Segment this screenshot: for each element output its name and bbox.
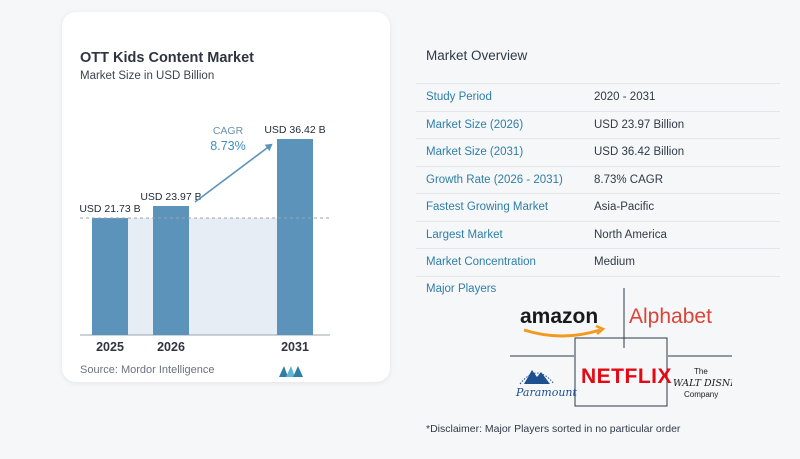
chart-subtitle: Market Size in USD Billion	[80, 70, 215, 82]
chart-card: OTT Kids Content Market Market Size in U…	[62, 12, 390, 382]
disney-logo-company: Company	[684, 390, 718, 399]
table-row: Growth Rate (2026 - 2031) 8.73% CAGR	[416, 167, 780, 194]
major-players-title: Major Players	[426, 283, 497, 295]
row-value: Medium	[594, 256, 635, 268]
bar-value-label: USD 36.42 B	[264, 124, 325, 136]
paramount-mountain-icon	[524, 370, 550, 384]
netflix-logo: NETFLIX	[581, 365, 672, 388]
bar	[92, 218, 128, 335]
market-overview-table: Study Period 2020 - 2031 Market Size (20…	[416, 83, 780, 277]
alphabet-logo: Alphabet	[629, 305, 712, 328]
table-row: Market Size (2031) USD 36.42 Billion	[416, 139, 780, 167]
table-row: Fastest Growing Market Asia-Pacific	[416, 194, 780, 222]
netflix-logo-frame	[574, 337, 668, 407]
major-players-logos: amazon Alphabet Paramount NETFLIX The WA…	[510, 288, 732, 407]
amazon-arrow-icon	[595, 324, 606, 335]
bar	[153, 206, 189, 335]
row-key: Market Concentration	[426, 256, 536, 268]
disney-logo-the: The	[694, 367, 708, 376]
cagr-arrow	[194, 143, 273, 203]
table-row: Market Size (2026) USD 23.97 Billion	[416, 112, 780, 139]
amazon-smile-icon	[523, 328, 601, 338]
x-tick-label: 2026	[157, 340, 185, 354]
x-tick-label: 2031	[281, 340, 309, 354]
cagr-value: 8.73%	[210, 139, 245, 153]
table-row: Study Period 2020 - 2031	[416, 83, 780, 112]
row-value: USD 23.97 Billion	[594, 118, 685, 131]
row-key: Largest Market	[426, 228, 503, 241]
row-key: Market Size (2031)	[426, 146, 524, 158]
market-overview-title: Market Overview	[426, 48, 528, 63]
source-note: Source: Mordor Intelligence	[80, 364, 215, 376]
row-key: Growth Rate (2026 - 2031)	[426, 173, 563, 186]
bar-value-label: USD 23.97 B	[140, 191, 201, 203]
row-value: 2020 - 2031	[594, 91, 656, 103]
table-row: Largest Market North America	[416, 222, 780, 249]
x-tick-label: 2025	[96, 340, 124, 354]
row-key: Market Size (2026)	[426, 118, 524, 131]
bar	[277, 139, 313, 335]
row-key: Fastest Growing Market	[426, 201, 549, 213]
table-row: Market Concentration Medium	[416, 249, 780, 277]
row-value: North America	[594, 228, 667, 241]
mordor-logo-icon	[279, 366, 303, 377]
row-key: Study Period	[426, 91, 492, 103]
chart-title: OTT Kids Content Market	[80, 50, 255, 66]
row-value: Asia-Pacific	[594, 201, 655, 213]
paramount-stars-icon	[519, 372, 555, 385]
disclaimer: *Disclaimer: Major Players sorted in no …	[426, 423, 681, 435]
amazon-logo: amazon	[520, 305, 598, 328]
disney-logo: WALT DISNEY	[673, 378, 732, 389]
row-value: USD 36.42 Billion	[594, 146, 685, 158]
cagr-label: CAGR	[213, 125, 244, 137]
bar-value-label: USD 21.73 B	[79, 203, 140, 215]
paramount-logo: Paramount	[515, 386, 578, 399]
row-value: 8.73% CAGR	[594, 173, 664, 186]
bar-chart: USD 21.73 B 2025 USD 23.97 B 2026 USD 36.42 …	[79, 124, 330, 354]
